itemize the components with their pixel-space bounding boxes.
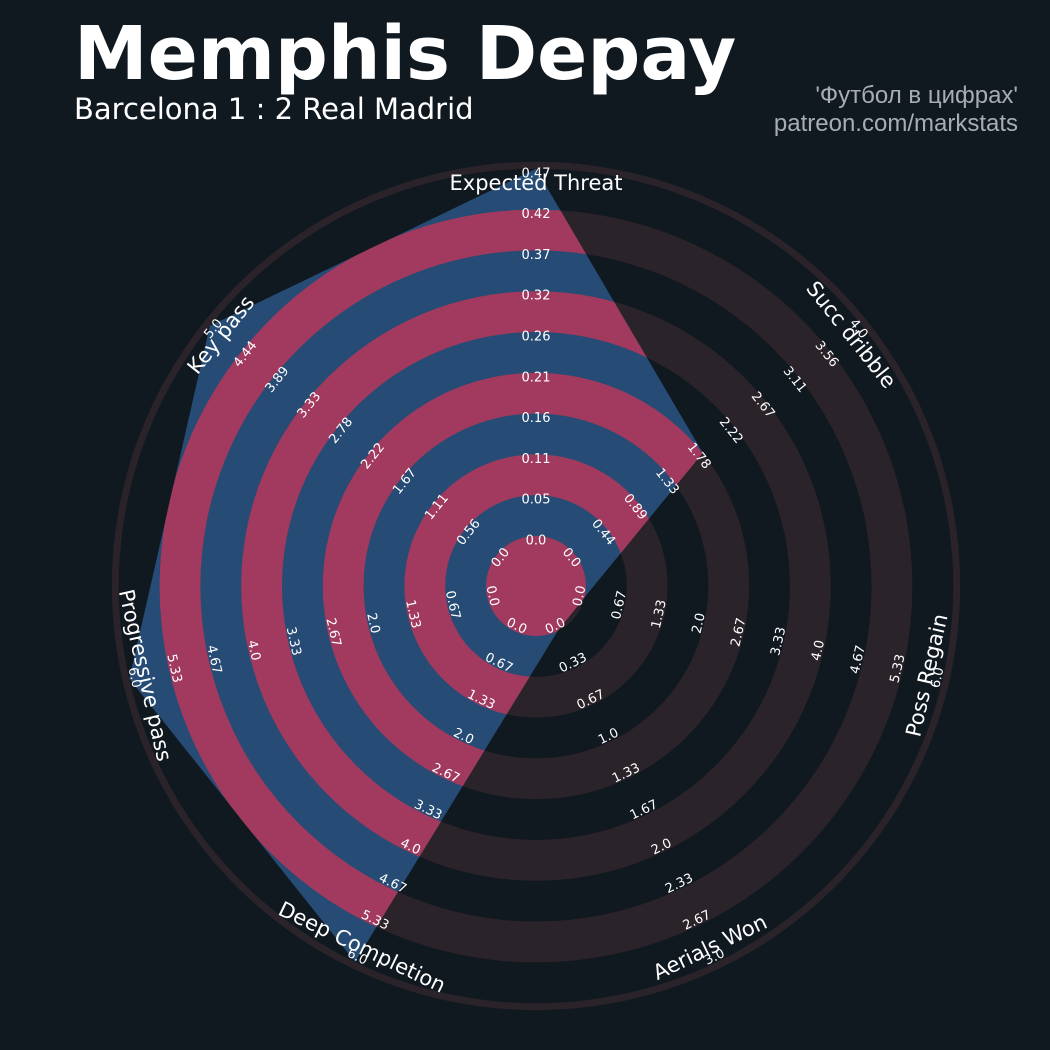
tick-label: 0.26 [522, 330, 551, 345]
tick-label: 4.0 [244, 639, 263, 663]
tick-label: 0.11 [522, 452, 551, 467]
tick-label: 0.37 [522, 248, 551, 263]
tick-label: 0.05 [522, 493, 551, 508]
tick-label: 2.0 [363, 612, 382, 636]
tick-label: 3.33 [283, 626, 304, 658]
tick-label: 0.67 [442, 589, 463, 621]
tick-label: 4.0 [809, 639, 828, 663]
tick-label: 4.67 [203, 644, 224, 676]
tick-label: 2.0 [690, 612, 709, 636]
tick-label: 1.33 [402, 598, 423, 630]
credit-source: 'Футбол в цифрах' [815, 82, 1018, 109]
tick-label: 0.42 [522, 207, 551, 222]
tick-label: 6.0 [928, 666, 947, 690]
tick-label: 4.67 [848, 644, 869, 676]
tick-label: 6.0 [124, 666, 143, 690]
tick-label: 0.47 [522, 166, 551, 181]
match-subtitle: Barcelona 1 : 2 Real Madrid [74, 92, 474, 126]
tick-label: 0.0 [482, 584, 501, 608]
tick-label: 1.33 [649, 598, 670, 630]
tick-label: 0.67 [609, 589, 630, 621]
tick-label: 0.32 [522, 289, 551, 304]
player-ring-band [486, 536, 586, 636]
tick-label: 5.33 [163, 653, 184, 685]
tick-label: 0.0 [526, 534, 547, 549]
credit-url: patreon.com/markstats [773, 110, 1018, 137]
tick-label: 5.33 [888, 653, 909, 685]
tick-label: 0.0 [570, 584, 589, 608]
tick-label: 0.16 [522, 411, 551, 426]
param-label: Expected Threat [450, 171, 623, 195]
tick-label: 3.33 [768, 626, 789, 658]
tick-label: 2.67 [728, 617, 749, 649]
player-title: Memphis Depay [74, 11, 737, 97]
tick-label: 0.21 [522, 370, 551, 385]
tick-label: 2.67 [322, 617, 343, 649]
